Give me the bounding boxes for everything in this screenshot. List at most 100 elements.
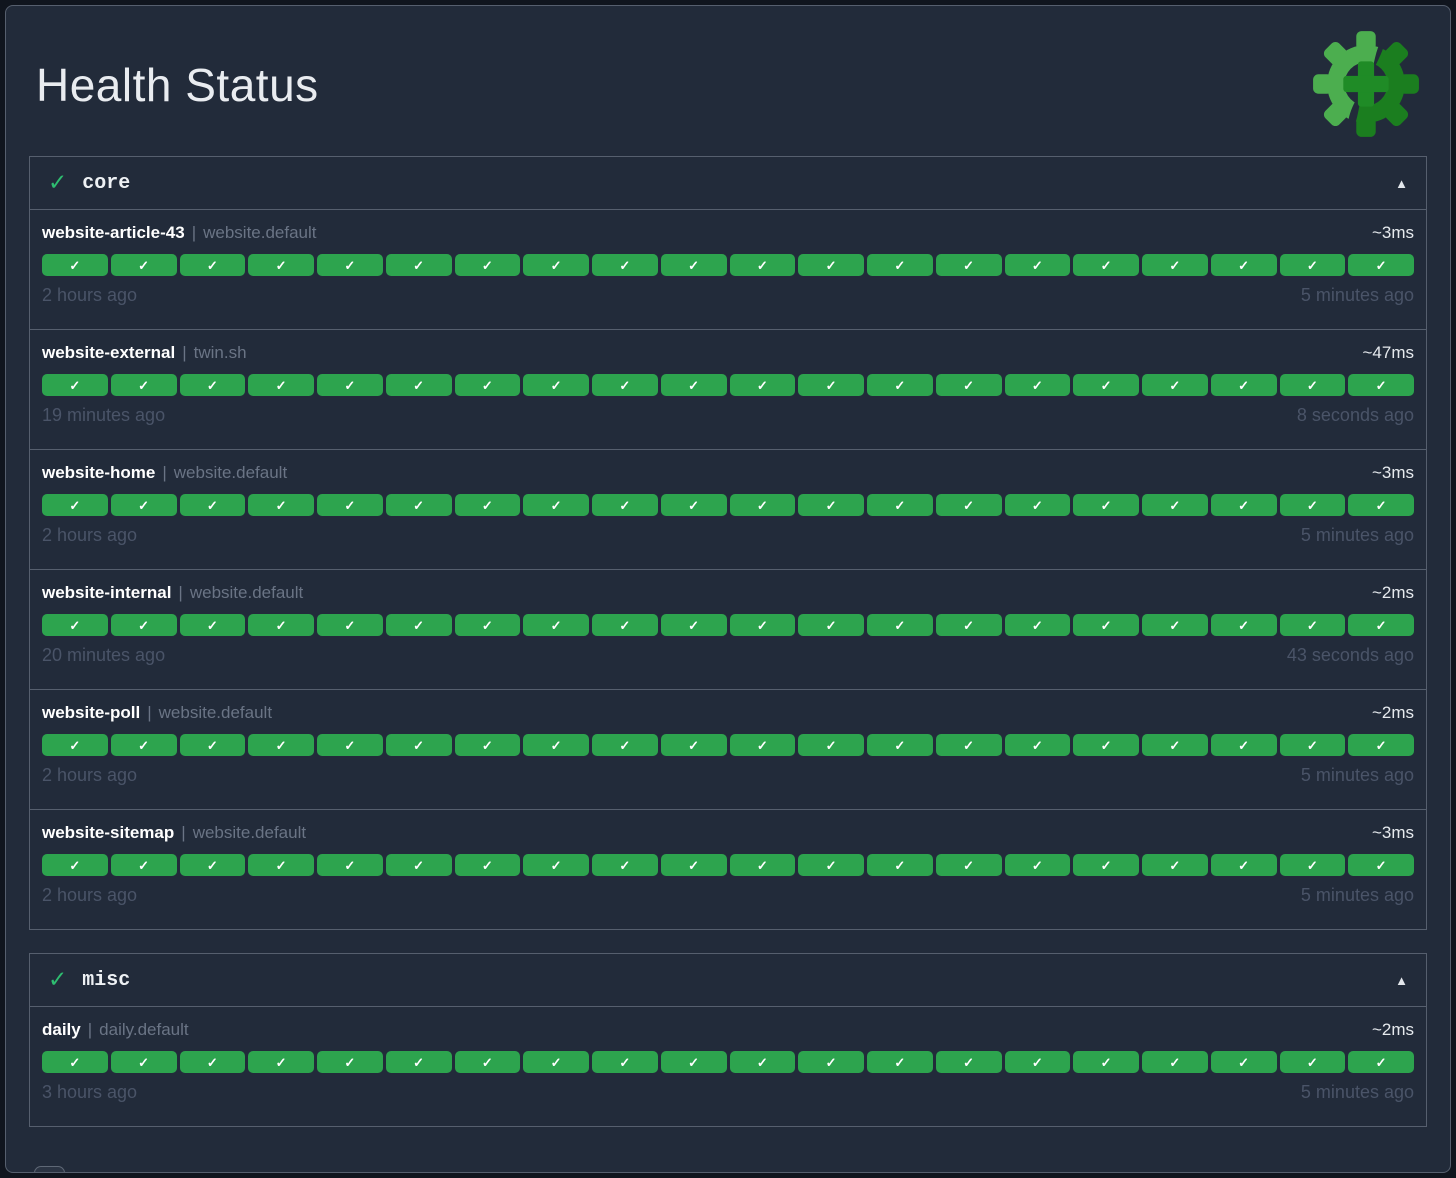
healthy-segment[interactable]: ✓ [729, 854, 796, 876]
healthy-segment[interactable]: ✓ [179, 734, 246, 756]
healthy-segment[interactable]: ✓ [798, 374, 864, 396]
healthy-segment[interactable]: ✓ [660, 494, 727, 516]
healthy-segment[interactable]: ✓ [385, 1051, 452, 1073]
healthy-segment[interactable]: ✓ [1348, 254, 1414, 276]
healthy-segment[interactable]: ✓ [1279, 254, 1346, 276]
healthy-segment[interactable]: ✓ [385, 734, 452, 756]
healthy-segment[interactable]: ✓ [1004, 494, 1071, 516]
healthy-segment[interactable]: ✓ [1073, 374, 1139, 396]
healthy-segment[interactable]: ✓ [1279, 494, 1346, 516]
healthy-segment[interactable]: ✓ [798, 734, 864, 756]
collapse-arrow-icon[interactable]: ▲ [1395, 972, 1408, 988]
healthy-segment[interactable]: ✓ [110, 494, 177, 516]
healthy-segment[interactable]: ✓ [523, 1051, 589, 1073]
healthy-segment[interactable]: ✓ [1142, 734, 1208, 756]
healthy-segment[interactable]: ✓ [729, 374, 796, 396]
healthy-segment[interactable]: ✓ [660, 254, 727, 276]
back-button[interactable]: ‹ [34, 1166, 65, 1172]
healthy-segment[interactable]: ✓ [867, 374, 933, 396]
healthy-segment[interactable]: ✓ [1073, 254, 1139, 276]
healthy-segment[interactable]: ✓ [454, 494, 521, 516]
healthy-segment[interactable]: ✓ [1073, 614, 1139, 636]
healthy-segment[interactable]: ✓ [660, 1051, 727, 1073]
healthy-segment[interactable]: ✓ [729, 254, 796, 276]
healthy-segment[interactable]: ✓ [1279, 1051, 1346, 1073]
healthy-segment[interactable]: ✓ [179, 254, 246, 276]
healthy-segment[interactable]: ✓ [592, 1051, 658, 1073]
healthy-segment[interactable]: ✓ [729, 1051, 796, 1073]
healthy-segment[interactable]: ✓ [110, 254, 177, 276]
healthy-segment[interactable]: ✓ [523, 614, 589, 636]
healthy-segment[interactable]: ✓ [729, 734, 796, 756]
healthy-segment[interactable]: ✓ [42, 614, 108, 636]
healthy-segment[interactable]: ✓ [1142, 614, 1208, 636]
healthy-segment[interactable]: ✓ [660, 854, 727, 876]
healthy-segment[interactable]: ✓ [592, 254, 658, 276]
healthy-segment[interactable]: ✓ [592, 614, 658, 636]
healthy-segment[interactable]: ✓ [317, 1051, 383, 1073]
healthy-segment[interactable]: ✓ [42, 1051, 108, 1073]
healthy-segment[interactable]: ✓ [935, 614, 1002, 636]
healthy-segment[interactable]: ✓ [454, 254, 521, 276]
healthy-segment[interactable]: ✓ [798, 614, 864, 636]
healthy-segment[interactable]: ✓ [660, 374, 727, 396]
healthy-segment[interactable]: ✓ [1279, 374, 1346, 396]
healthy-segment[interactable]: ✓ [1210, 614, 1277, 636]
healthy-segment[interactable]: ✓ [867, 494, 933, 516]
healthy-segment[interactable]: ✓ [454, 734, 521, 756]
healthy-segment[interactable]: ✓ [1004, 854, 1071, 876]
healthy-segment[interactable]: ✓ [454, 614, 521, 636]
healthy-segment[interactable]: ✓ [179, 614, 246, 636]
healthy-segment[interactable]: ✓ [798, 1051, 864, 1073]
healthy-segment[interactable]: ✓ [1348, 614, 1414, 636]
healthy-segment[interactable]: ✓ [798, 854, 864, 876]
healthy-segment[interactable]: ✓ [935, 494, 1002, 516]
healthy-segment[interactable]: ✓ [935, 854, 1002, 876]
healthy-segment[interactable]: ✓ [1004, 1051, 1071, 1073]
healthy-segment[interactable]: ✓ [317, 254, 383, 276]
healthy-segment[interactable]: ✓ [248, 1051, 314, 1073]
healthy-segment[interactable]: ✓ [1073, 1051, 1139, 1073]
healthy-segment[interactable]: ✓ [1348, 1051, 1414, 1073]
healthy-segment[interactable]: ✓ [454, 854, 521, 876]
healthy-segment[interactable]: ✓ [110, 1051, 177, 1073]
healthy-segment[interactable]: ✓ [660, 614, 727, 636]
healthy-segment[interactable]: ✓ [1142, 374, 1208, 396]
healthy-segment[interactable]: ✓ [179, 854, 246, 876]
healthy-segment[interactable]: ✓ [1210, 854, 1277, 876]
healthy-segment[interactable]: ✓ [248, 494, 314, 516]
healthy-segment[interactable]: ✓ [1348, 734, 1414, 756]
healthy-segment[interactable]: ✓ [729, 494, 796, 516]
healthy-segment[interactable]: ✓ [110, 614, 177, 636]
healthy-segment[interactable]: ✓ [1073, 734, 1139, 756]
healthy-segment[interactable]: ✓ [523, 494, 589, 516]
healthy-segment[interactable]: ✓ [42, 494, 108, 516]
healthy-segment[interactable]: ✓ [248, 854, 314, 876]
healthy-segment[interactable]: ✓ [110, 854, 177, 876]
healthy-segment[interactable]: ✓ [385, 374, 452, 396]
healthy-segment[interactable]: ✓ [523, 734, 589, 756]
healthy-segment[interactable]: ✓ [592, 854, 658, 876]
healthy-segment[interactable]: ✓ [110, 374, 177, 396]
healthy-segment[interactable]: ✓ [1210, 254, 1277, 276]
healthy-segment[interactable]: ✓ [248, 374, 314, 396]
healthy-segment[interactable]: ✓ [798, 254, 864, 276]
healthy-segment[interactable]: ✓ [1073, 854, 1139, 876]
healthy-segment[interactable]: ✓ [935, 254, 1002, 276]
healthy-segment[interactable]: ✓ [1142, 854, 1208, 876]
healthy-segment[interactable]: ✓ [179, 374, 246, 396]
healthy-segment[interactable]: ✓ [523, 254, 589, 276]
healthy-segment[interactable]: ✓ [1348, 374, 1414, 396]
healthy-segment[interactable]: ✓ [1004, 254, 1071, 276]
healthy-segment[interactable]: ✓ [1279, 854, 1346, 876]
healthy-segment[interactable]: ✓ [867, 734, 933, 756]
healthy-segment[interactable]: ✓ [42, 854, 108, 876]
healthy-segment[interactable]: ✓ [385, 614, 452, 636]
healthy-segment[interactable]: ✓ [867, 854, 933, 876]
healthy-segment[interactable]: ✓ [42, 734, 108, 756]
healthy-segment[interactable]: ✓ [1210, 494, 1277, 516]
healthy-segment[interactable]: ✓ [1004, 734, 1071, 756]
healthy-segment[interactable]: ✓ [1279, 734, 1346, 756]
healthy-segment[interactable]: ✓ [179, 494, 246, 516]
healthy-segment[interactable]: ✓ [385, 854, 452, 876]
